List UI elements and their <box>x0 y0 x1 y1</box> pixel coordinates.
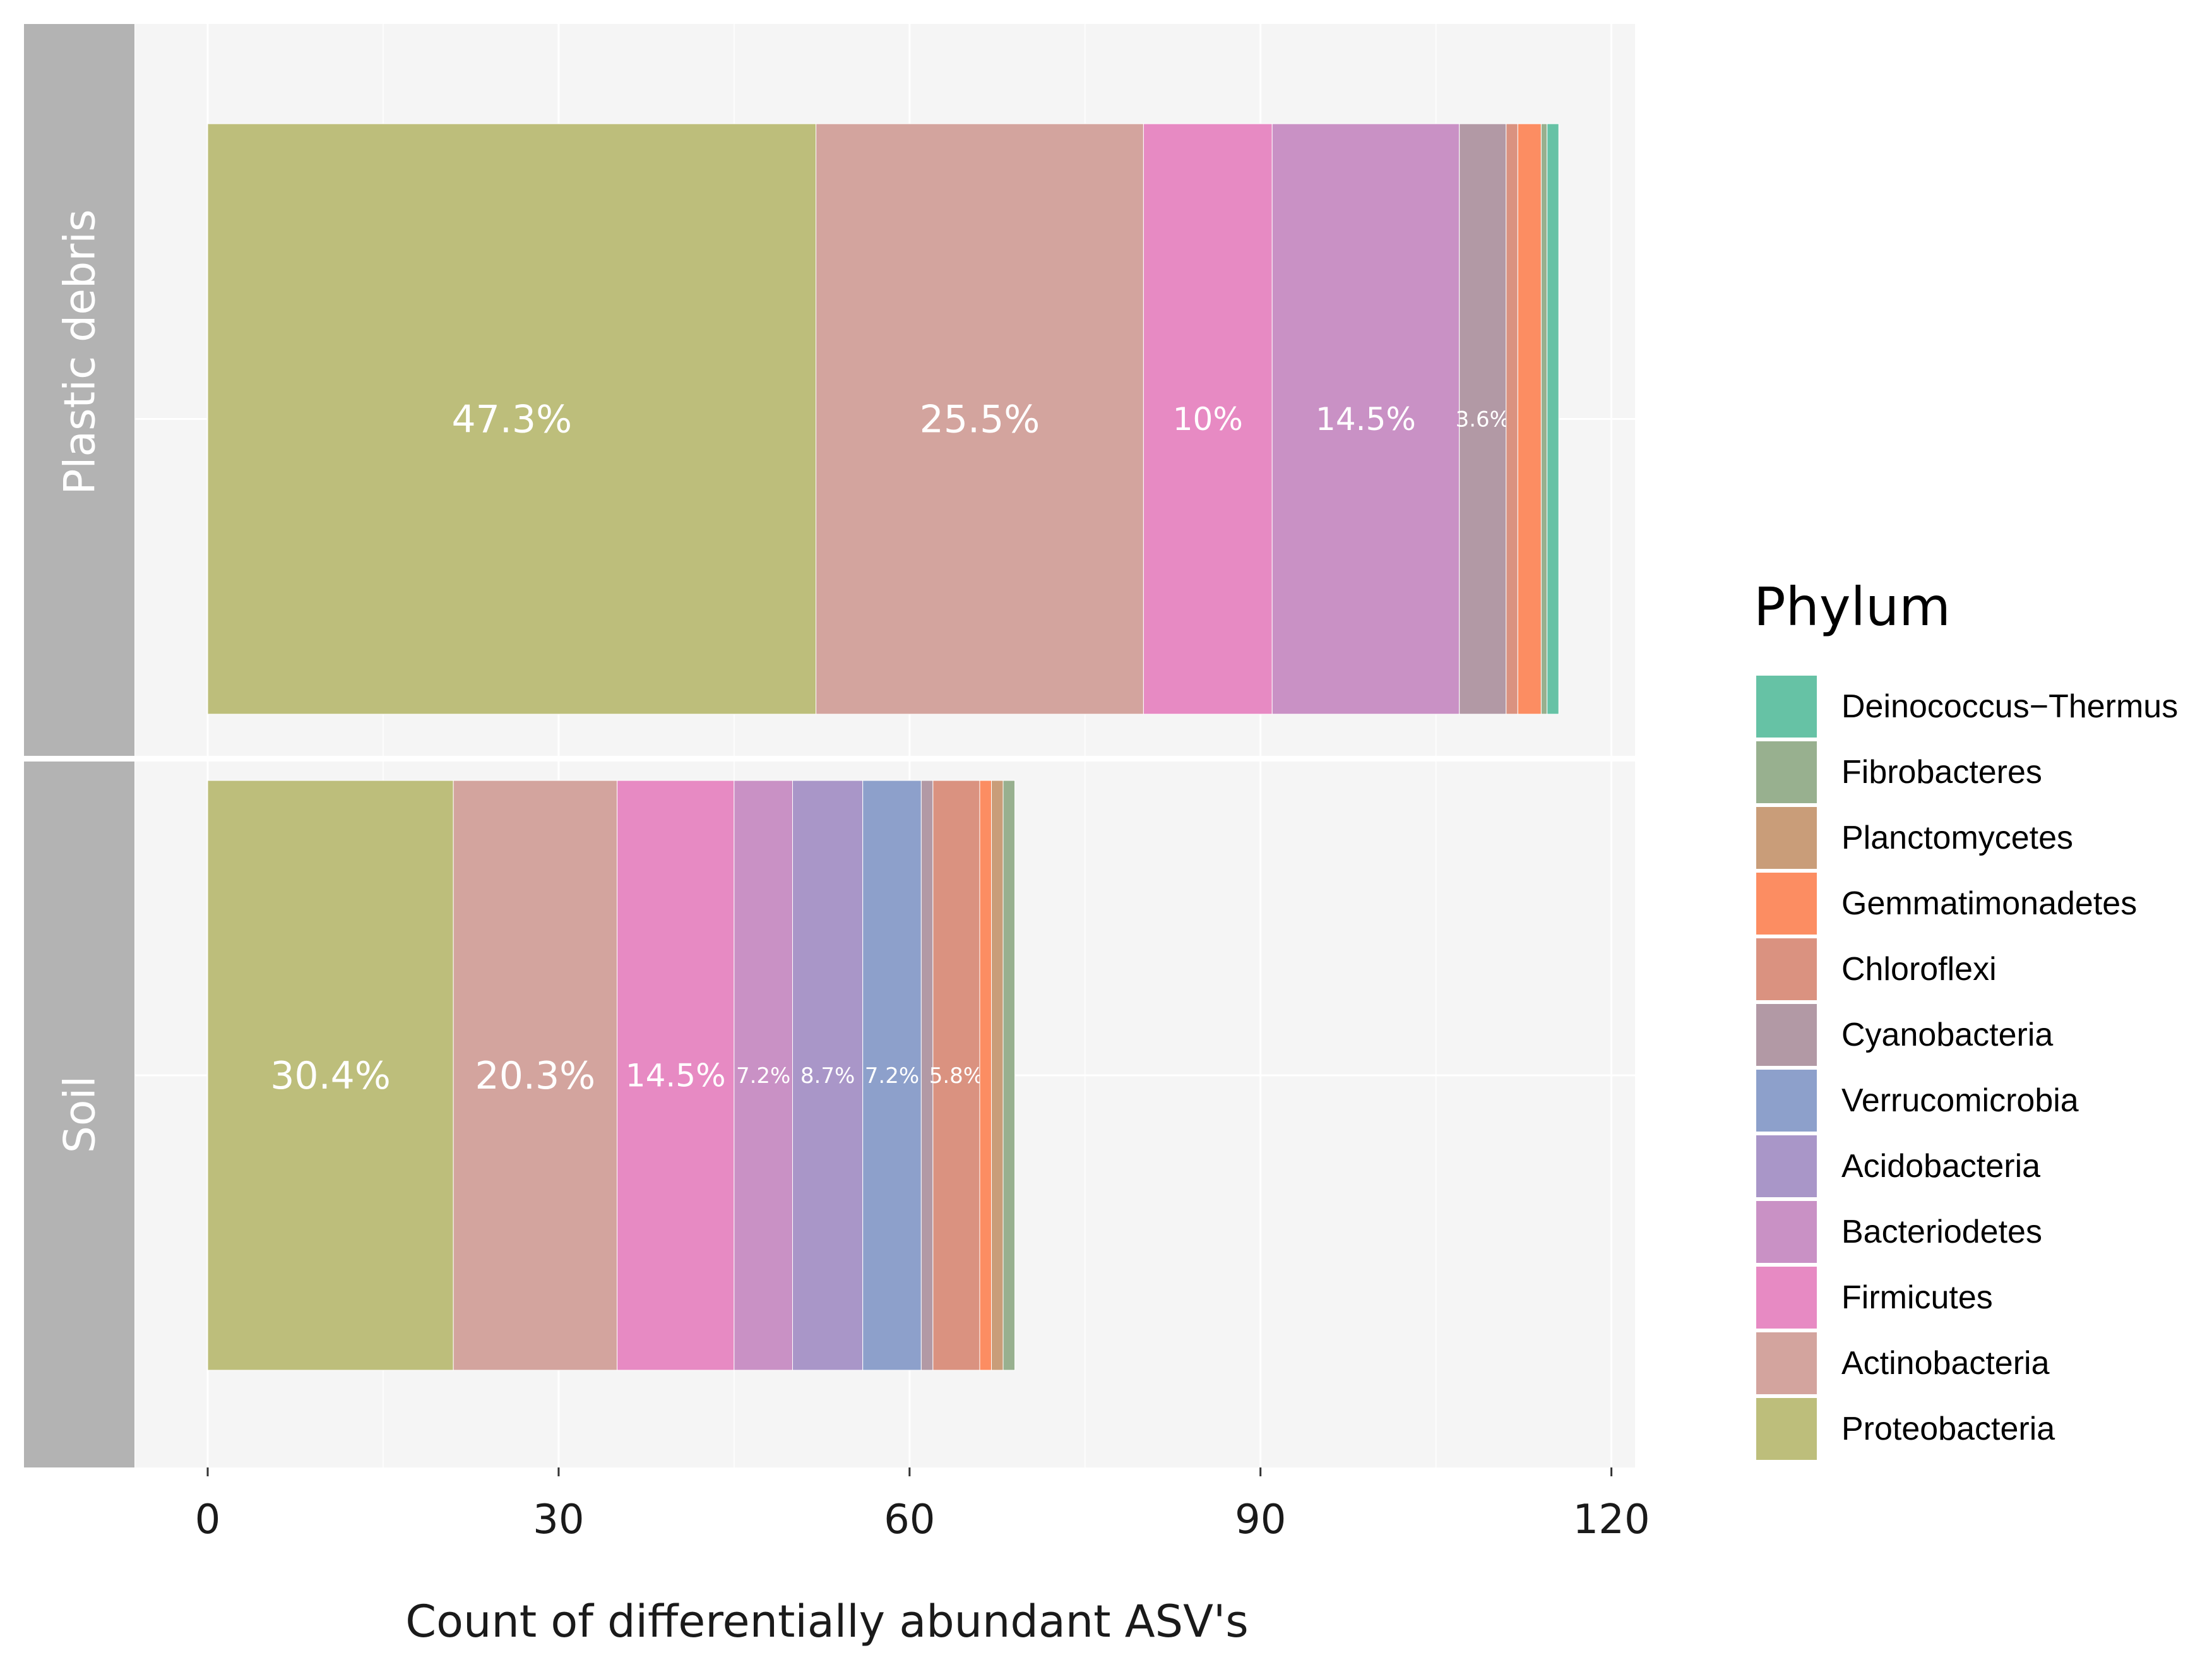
facet-strip-background <box>24 24 134 756</box>
legend-swatch <box>1756 1070 1817 1132</box>
bar-segment <box>1517 123 1542 715</box>
bar-segment <box>862 780 922 1371</box>
facet-strips: Plastic debris Soil <box>24 24 134 1467</box>
legend-label: Gemmatimonadetes <box>1841 885 2137 922</box>
x-tick-label: 120 <box>1573 1497 1650 1543</box>
bar-segment <box>453 780 618 1371</box>
segment-percent-label: 5.8% <box>929 1063 984 1089</box>
legend-title: Phylum <box>1754 576 1951 638</box>
legend-label: Fibrobacteres <box>1841 754 2042 791</box>
legend-swatch <box>1756 741 1817 803</box>
bar-segment <box>207 123 817 715</box>
bar-segment <box>1271 123 1460 715</box>
legend-swatch <box>1756 1201 1817 1263</box>
segment-percent-label: 10% <box>1173 401 1243 438</box>
legend-swatch <box>1756 1332 1817 1394</box>
x-tick-label: 0 <box>195 1497 221 1543</box>
facet-strip-label: Soil <box>56 1076 105 1154</box>
bar-segment <box>816 123 1144 715</box>
bar-segment <box>734 780 793 1371</box>
segment-percent-label: 8.7% <box>800 1063 855 1089</box>
bar-segment <box>1547 123 1559 715</box>
legend-swatch <box>1756 873 1817 935</box>
x-tick-label: 30 <box>533 1497 584 1543</box>
legend-swatch <box>1756 1267 1817 1329</box>
legend-swatch <box>1756 676 1817 738</box>
x-tick-label: 60 <box>884 1497 935 1543</box>
legend-label: Bacteriodetes <box>1841 1214 2042 1250</box>
x-axis-title: Count of differentially abundant ASV's <box>405 1596 1248 1647</box>
legend-label: Chloroflexi <box>1841 951 1997 988</box>
segment-percent-label: 3.6% <box>1456 407 1510 432</box>
legend-swatch <box>1756 938 1817 1000</box>
facet-strip-background <box>24 762 134 1467</box>
bar-segment <box>991 780 1004 1371</box>
segment-percent-label: 20.3% <box>475 1054 596 1098</box>
legend-label: Verrucomicrobia <box>1841 1082 2079 1119</box>
bar-segment <box>1143 123 1273 715</box>
segment-percent-label: 14.5% <box>1316 401 1416 438</box>
legend-swatch <box>1756 1135 1817 1197</box>
segment-percent-label: 7.2% <box>736 1063 790 1089</box>
legend-label: Cyanobacteria <box>1841 1017 2053 1053</box>
bar-segment <box>207 780 454 1371</box>
legend-label: Firmicutes <box>1841 1279 1993 1316</box>
x-axis: 0 30 60 90 120 <box>195 1467 1650 1543</box>
legend-label: Proteobacteria <box>1841 1411 2055 1447</box>
legend-label: Deinococcus−Thermus <box>1841 688 2178 725</box>
bar-segment <box>1540 123 1548 715</box>
segment-percent-label: 25.5% <box>920 398 1040 442</box>
legend-swatch <box>1756 1398 1817 1460</box>
segment-percent-label: 7.2% <box>865 1063 919 1089</box>
facet-strip-label: Plastic debris <box>56 210 105 495</box>
bar-segment <box>1459 123 1507 715</box>
legend-swatch <box>1756 807 1817 869</box>
segment-percent-label: 47.3% <box>451 398 572 442</box>
segment-percent-label: 14.5% <box>626 1058 726 1094</box>
bar-segment <box>792 780 864 1371</box>
bar-segment <box>1002 780 1016 1371</box>
x-tick-label: 90 <box>1235 1497 1286 1543</box>
bar-segment <box>1506 123 1518 715</box>
legend-label: Acidobacteria <box>1841 1148 2040 1185</box>
legend-label: Planctomycetes <box>1841 820 2073 856</box>
bar-segment <box>932 780 980 1371</box>
bar-segments: 47.3% 25.5% 10% 14.5% 3.6% 30.4% 20.3% 14.5% 7.2… <box>207 123 1559 1371</box>
bar-segment <box>617 780 735 1371</box>
legend: Phylum Deinococcus−Thermus Fibrobacteres Pl… <box>1754 576 2178 1460</box>
legend-swatch <box>1756 1004 1817 1066</box>
bar-segment <box>979 780 992 1371</box>
segment-percent-label: 30.4% <box>270 1054 391 1098</box>
legend-label: Actinobacteria <box>1841 1345 2050 1382</box>
